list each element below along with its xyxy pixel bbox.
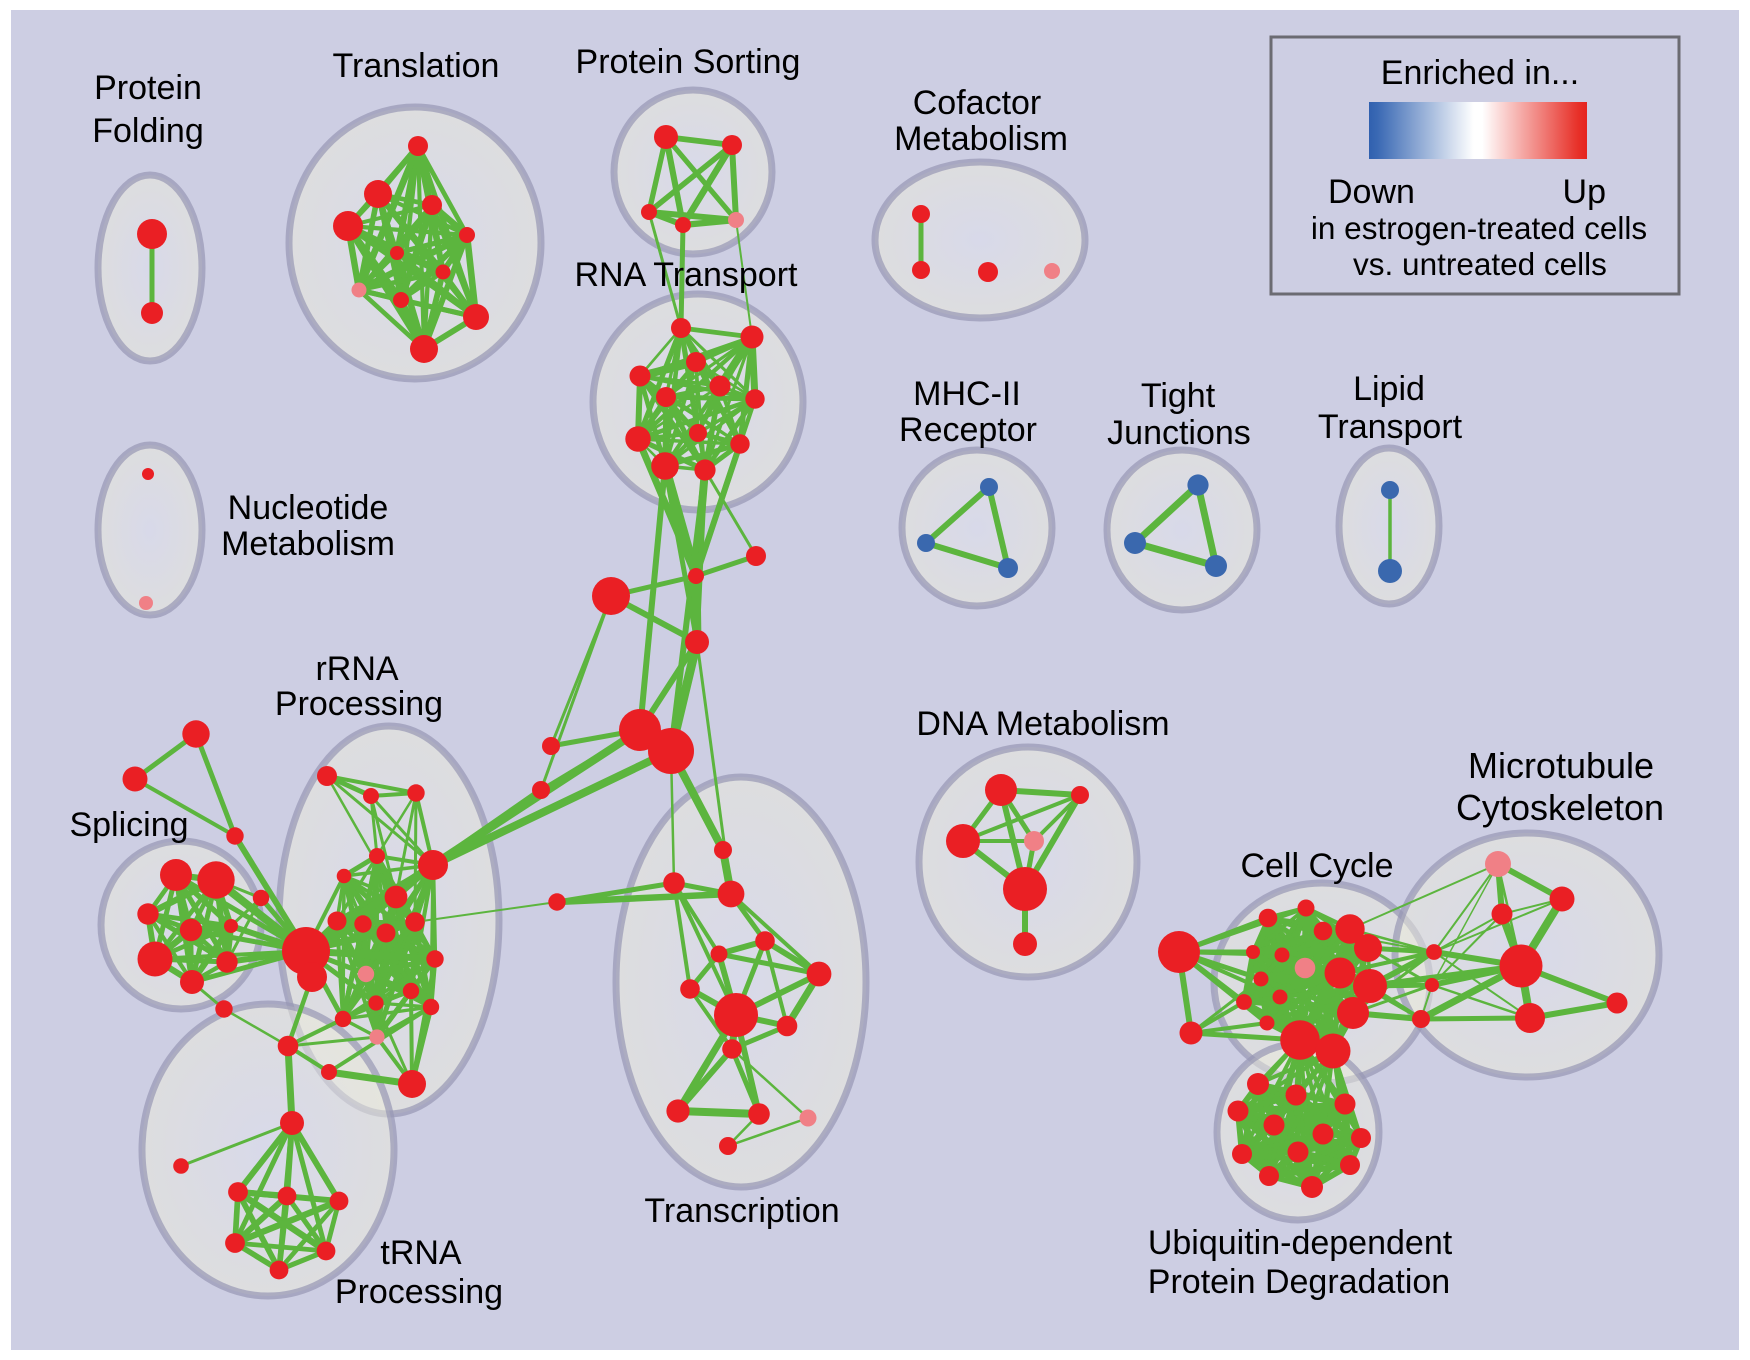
svg-text:Processing: Processing <box>275 685 443 723</box>
svg-text:Splicing: Splicing <box>69 806 188 844</box>
svg-text:Down: Down <box>1328 173 1415 211</box>
svg-text:vs. untreated cells: vs. untreated cells <box>1353 246 1607 282</box>
svg-text:Protein: Protein <box>94 69 202 107</box>
svg-text:Folding: Folding <box>92 112 204 150</box>
svg-text:Transcription: Transcription <box>644 1192 839 1230</box>
svg-text:Processing: Processing <box>335 1273 503 1311</box>
svg-text:tRNA: tRNA <box>380 1234 462 1272</box>
svg-text:Translation: Translation <box>333 47 500 85</box>
svg-text:in estrogen-treated cells: in estrogen-treated cells <box>1311 210 1647 246</box>
svg-text:Ubiquitin-dependent: Ubiquitin-dependent <box>1148 1224 1453 1262</box>
svg-text:Protein Sorting: Protein Sorting <box>576 43 801 81</box>
svg-text:Cofactor: Cofactor <box>913 84 1042 122</box>
svg-text:Microtubule: Microtubule <box>1468 745 1654 786</box>
svg-text:Enriched in...: Enriched in... <box>1381 54 1579 92</box>
svg-text:rRNA: rRNA <box>315 650 398 688</box>
svg-text:Junctions: Junctions <box>1107 414 1251 452</box>
svg-text:Cytoskeleton: Cytoskeleton <box>1456 787 1664 828</box>
svg-text:RNA Transport: RNA Transport <box>575 256 799 294</box>
svg-text:Nucleotide: Nucleotide <box>228 489 389 527</box>
svg-text:Tight: Tight <box>1141 377 1216 415</box>
svg-text:DNA Metabolism: DNA Metabolism <box>916 705 1169 743</box>
svg-text:MHC-II: MHC-II <box>913 375 1021 413</box>
svg-text:Receptor: Receptor <box>899 411 1037 449</box>
svg-text:Up: Up <box>1563 173 1606 211</box>
svg-text:Metabolism: Metabolism <box>894 120 1068 158</box>
svg-text:Metabolism: Metabolism <box>221 525 395 563</box>
svg-text:Protein Degradation: Protein Degradation <box>1148 1263 1450 1301</box>
svg-text:Cell Cycle: Cell Cycle <box>1240 847 1393 885</box>
svg-text:Transport: Transport <box>1318 408 1463 446</box>
svg-text:Lipid: Lipid <box>1353 370 1425 408</box>
